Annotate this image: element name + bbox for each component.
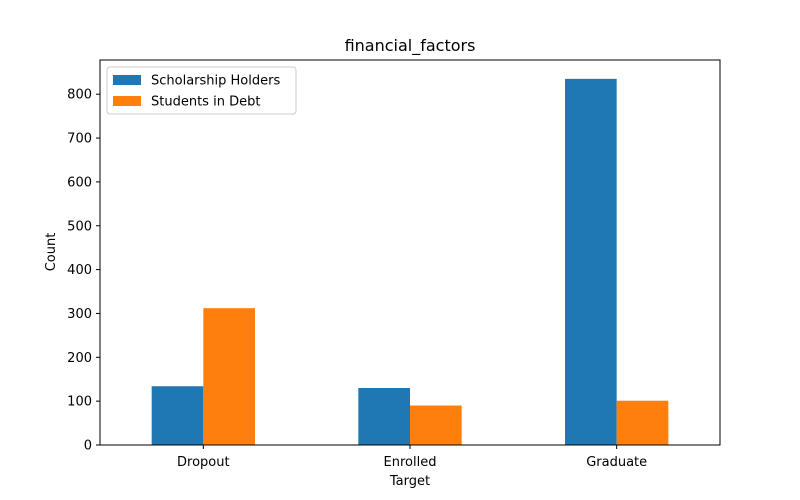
y-axis: 0 100 200 300 400 500 600 700 800 bbox=[67, 88, 100, 454]
x-tick-label-enrolled: Enrolled bbox=[384, 455, 437, 470]
y-tick-label: 700 bbox=[67, 132, 92, 147]
chart-title: financial_factors bbox=[345, 36, 476, 56]
y-tick-label: 800 bbox=[67, 88, 92, 103]
y-tick-label: 600 bbox=[67, 175, 92, 190]
legend-swatch-series-1 bbox=[113, 75, 141, 85]
y-tick-label: 500 bbox=[67, 219, 92, 234]
legend: Scholarship Holders Students in Debt bbox=[106, 66, 297, 115]
legend-label-series-1: Scholarship Holders bbox=[151, 74, 280, 89]
bar-graduate-series-2 bbox=[616, 400, 669, 445]
y-tick-label: 400 bbox=[67, 263, 92, 278]
bar-dropout-series-1 bbox=[151, 386, 204, 445]
legend-frame bbox=[106, 66, 297, 115]
bar-enrolled-series-1 bbox=[358, 387, 410, 445]
y-tick-label: 200 bbox=[67, 351, 92, 366]
bars-layer bbox=[151, 78, 669, 446]
x-tick-label-graduate: Graduate bbox=[586, 455, 647, 470]
y-tick-label: 0 bbox=[84, 439, 92, 454]
x-tick-label-dropout: Dropout bbox=[177, 455, 230, 470]
legend-label-series-2: Students in Debt bbox=[151, 95, 260, 110]
x-axis-label: Target bbox=[389, 474, 430, 489]
y-axis-label: Count bbox=[44, 233, 59, 272]
bar-graduate-series-1 bbox=[565, 78, 617, 446]
y-tick-label: 300 bbox=[67, 307, 92, 322]
x-axis: Dropout Enrolled Graduate bbox=[177, 445, 647, 470]
legend-swatch-series-2 bbox=[113, 96, 141, 106]
bar-enrolled-series-2 bbox=[410, 405, 462, 445]
y-tick-label: 100 bbox=[67, 395, 92, 410]
bar-dropout-series-2 bbox=[203, 308, 255, 445]
